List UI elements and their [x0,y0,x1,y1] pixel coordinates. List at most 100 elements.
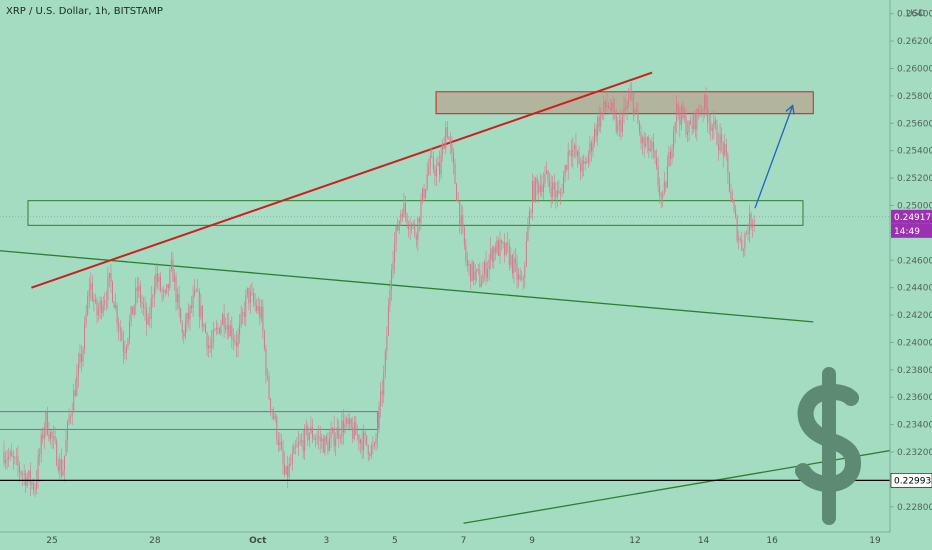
candle-body [411,223,413,229]
candle-body [412,223,414,225]
candle-body [421,188,423,202]
candle-body [208,345,210,349]
candle-body [254,302,256,306]
price-tick-label: 0.23800 [897,366,932,376]
time-tick-label: 16 [766,536,778,546]
candle-body [730,191,732,199]
candle-body [282,448,284,464]
candle-body [511,254,513,274]
candle-body [34,489,36,490]
candle-body [167,284,169,288]
candle-body [589,142,591,155]
candle-body [496,240,498,253]
candle-body [67,421,69,440]
candle-body [49,431,51,440]
candle-body [449,139,451,145]
candle-body [361,439,363,451]
candle-body [203,324,205,327]
candle-body [524,265,526,277]
candle-body [181,322,183,333]
candle-body [479,270,481,287]
candle-body [440,154,442,175]
candle-body [680,106,682,126]
candle-body [659,185,661,196]
price-tick-label: 0.25600 [897,119,932,129]
candle-body [721,134,723,143]
candle-body [722,142,724,156]
candle-body [60,459,62,476]
price-axis[interactable]: USD0.228000.230000.232000.234000.236000.… [889,0,932,550]
candle-body [716,124,718,145]
candle-body [400,213,402,221]
candle-body [119,328,121,333]
candle-body [105,300,107,301]
candle-body [592,143,594,152]
candle-body [480,283,482,287]
time-tick-label: Oct [249,536,267,546]
candle-body [17,456,19,466]
candle-body [426,174,428,189]
candle-body [687,132,689,135]
green-trendline-falling [0,250,814,323]
candle-body [409,228,411,230]
last-price-tag-bg [891,209,932,224]
candle-body [200,305,202,317]
candle-body [570,150,572,157]
candle-body [116,304,118,324]
candle-body [677,104,679,116]
candle-body [456,183,458,201]
candle-body [555,189,557,197]
candle-body [98,309,100,316]
candle-body [304,427,306,452]
candle-body [462,215,464,228]
candle-body [335,438,337,446]
candle-body [14,457,16,459]
candle-body [118,323,120,329]
candle-body [87,296,89,314]
candle-body [280,442,282,449]
time-tick-label: 7 [461,536,467,546]
candle-body [567,150,569,170]
candle-body [494,247,496,253]
candle-body [618,120,620,125]
candle-body [63,455,65,471]
candle-body [666,166,668,188]
candle-body [249,292,251,304]
candle-body [428,166,430,175]
candle-body [206,332,208,349]
candle-body [558,190,560,194]
candle-body [332,427,334,433]
candle-body [369,454,371,456]
candle-body [352,427,354,439]
candle-body [660,195,662,198]
candle-body [389,289,391,306]
candle-body [132,306,134,315]
green-trendline-rising [463,442,932,524]
candle-body [231,325,233,339]
candle-body [463,227,465,246]
candle-body [358,434,360,444]
time-axis[interactable]: 25 28 Oct 3 5 7 9 12 14 16 19 [0,531,932,550]
price-tick-label: 0.24400 [897,284,932,294]
candle-body [301,440,303,442]
candle-body [690,120,692,125]
candle-body [175,276,177,303]
candle-body [417,217,419,240]
candle-body [28,470,30,478]
candle-body [530,211,532,213]
candle-body [375,437,377,444]
candle-body [232,338,234,341]
candle-body [263,331,265,349]
candle-body [541,185,543,193]
candle-body [727,154,729,173]
candle-body [256,305,258,311]
time-tick-label: 5 [392,536,398,546]
candle-body [621,116,623,132]
time-tick-label: 25 [46,536,57,546]
candle-body [442,143,444,155]
candle-body [725,144,727,155]
candle-body [338,427,340,439]
candle-body [45,411,47,428]
candle-body [122,340,124,352]
